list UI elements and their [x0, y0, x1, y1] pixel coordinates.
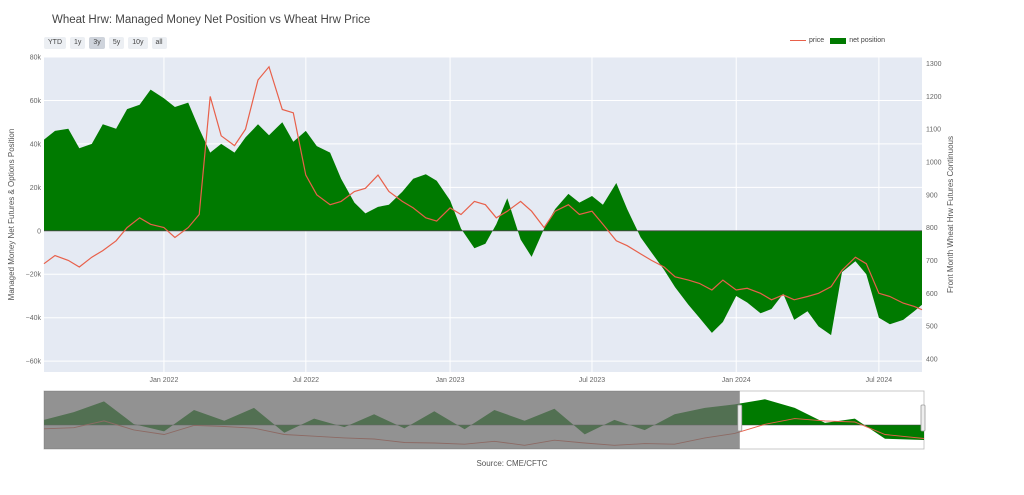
- y-right-tick-label: 800: [926, 225, 938, 232]
- y-right-tick-label: 1200: [926, 94, 942, 101]
- y-right-tick-label: 600: [926, 291, 938, 298]
- y-left-tick-label: 0: [37, 228, 41, 235]
- y-right-tick-label: 1300: [926, 61, 942, 68]
- x-tick-label: Jul 2024: [866, 377, 893, 384]
- y-left-tick-label: −20k: [26, 272, 42, 279]
- range-selector: YTD 1y 3y 5y 10y all: [44, 37, 167, 49]
- chart-source: Source: CME/CFTC: [476, 459, 548, 468]
- net-position-area-group: [44, 89, 922, 336]
- legend-label-net-position: net position: [849, 37, 885, 44]
- chart-title: Wheat Hrw: Managed Money Net Position vs…: [52, 14, 371, 26]
- y-left-tick-label: −60k: [26, 359, 42, 366]
- range-button-all[interactable]: all: [151, 37, 167, 49]
- price-line: [43, 65, 923, 311]
- x-tick-label: Jan 2024: [722, 377, 751, 384]
- range-button-3y[interactable]: 3y: [89, 37, 105, 49]
- x-tick-label: Jul 2023: [579, 377, 606, 384]
- x-tick-labels: Jan 2022 Jul 2022 Jan 2023 Jul 2023 Jan 2024…: [150, 377, 893, 384]
- left-y-tick-labels: 80k 60k 40k 20k 0 −20k −40k −60k: [26, 55, 42, 366]
- y-left-tick-label: 40k: [30, 141, 42, 148]
- range-button-1y[interactable]: 1y: [70, 37, 86, 49]
- price-line-group: [43, 65, 923, 311]
- right-y-tick-labels: 1300 1200 1100 1000 900 800 700 600 500 400: [926, 61, 942, 363]
- y-right-tick-label: 1100: [926, 127, 941, 134]
- x-tick-label: Jan 2023: [436, 377, 465, 384]
- range-button-ytd[interactable]: YTD: [44, 37, 66, 49]
- y-left-tick-label: −40k: [26, 315, 42, 322]
- x-tick-label: Jul 2022: [293, 377, 320, 384]
- legend-item-net-position[interactable]: net position: [830, 37, 885, 44]
- range-button-10y[interactable]: 10y: [128, 37, 148, 49]
- y-right-tick-label: 500: [926, 324, 938, 331]
- net-position-area: [44, 89, 922, 336]
- range-slider-handle-right[interactable]: [920, 404, 926, 432]
- chart-legend: price net position: [790, 37, 885, 44]
- y-right-tick-label: 900: [926, 192, 938, 199]
- y-axis-left-title: Managed Money Net Futures & Options Posi…: [7, 129, 16, 301]
- range-slider-handle-left[interactable]: [737, 404, 743, 432]
- y-right-tick-label: 1000: [926, 160, 942, 167]
- y-right-tick-label: 400: [926, 356, 938, 363]
- range-slider-mask: [44, 391, 740, 449]
- y-left-tick-label: 60k: [30, 98, 42, 105]
- range-button-5y[interactable]: 5y: [108, 37, 125, 49]
- legend-swatch-net-position: [830, 37, 847, 44]
- range-slider[interactable]: [43, 390, 926, 450]
- y-right-tick-label: 700: [926, 258, 938, 265]
- legend-item-price[interactable]: price: [790, 37, 824, 44]
- y-axis-right-title: Front Month Wheat Hrw Futures Continuous: [946, 136, 955, 293]
- x-tick-label: Jan 2022: [150, 377, 179, 384]
- y-left-tick-label: 20k: [30, 185, 42, 192]
- y-left-tick-label: 80k: [30, 55, 42, 62]
- legend-label-price: price: [809, 37, 825, 44]
- legend-swatch-price: [790, 40, 806, 41]
